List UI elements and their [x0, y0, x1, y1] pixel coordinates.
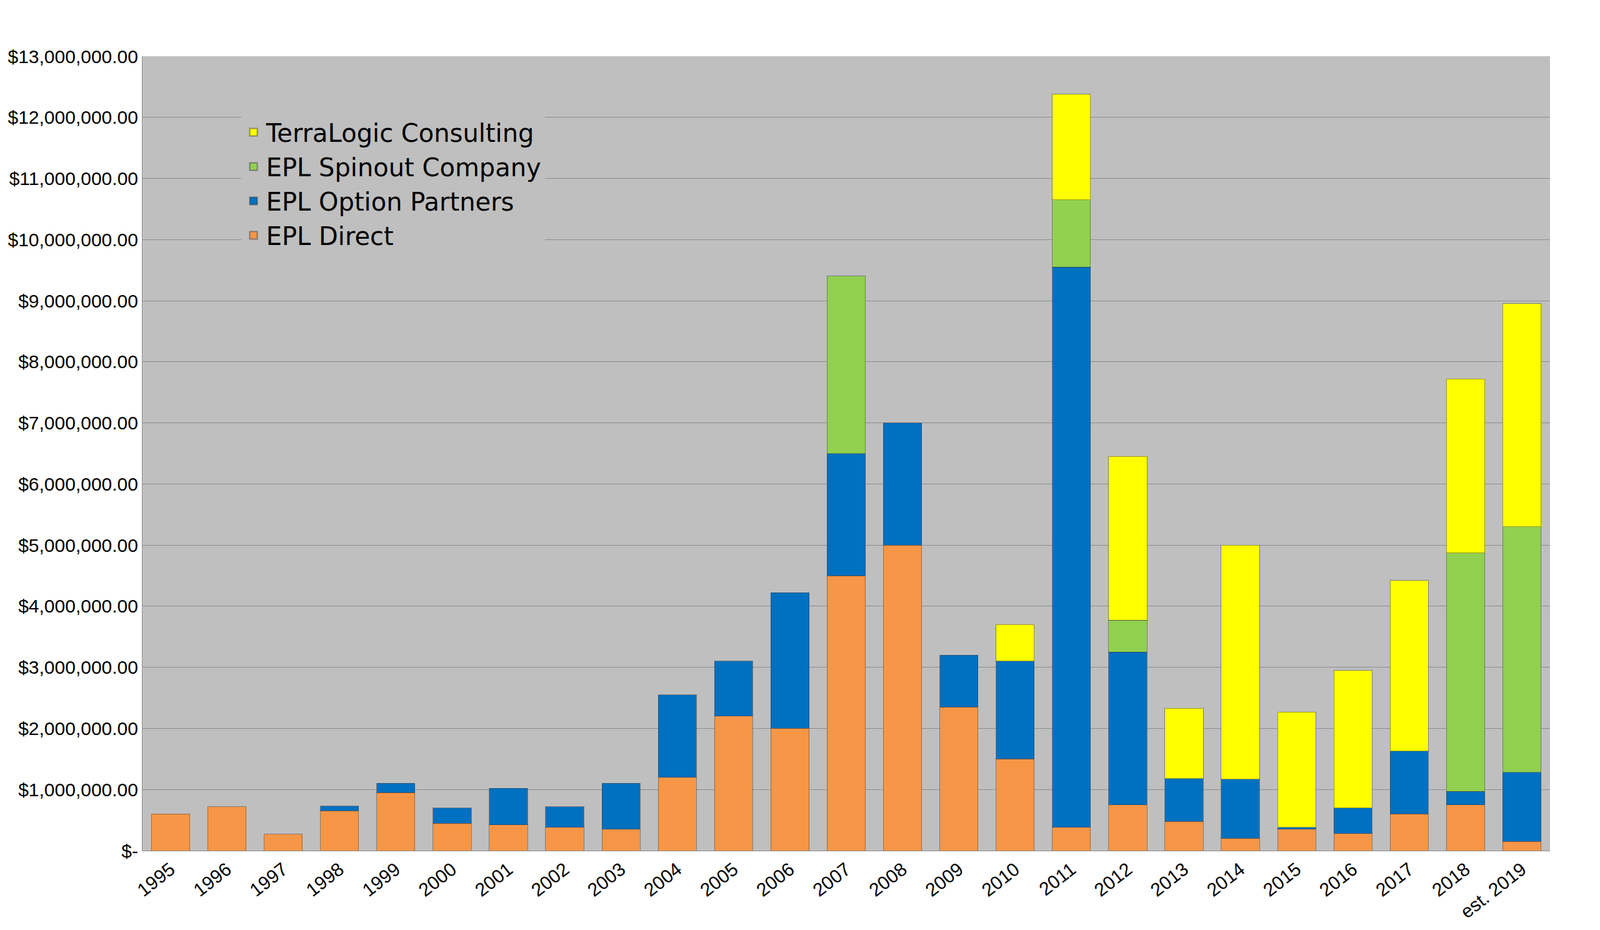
- svg-text:2014: 2014: [1203, 858, 1249, 901]
- svg-text:2018: 2018: [1428, 858, 1474, 901]
- svg-text:$1,000,000.00: $1,000,000.00: [18, 779, 139, 800]
- svg-text:EPL Direct: EPL Direct: [266, 221, 394, 251]
- svg-text:$7,000,000.00: $7,000,000.00: [18, 412, 139, 434]
- svg-text:2000: 2000: [414, 858, 460, 901]
- svg-text:2007: 2007: [808, 858, 855, 901]
- svg-text:$6,000,000.00: $6,000,000.00: [18, 473, 139, 495]
- svg-text:$13,000,000.00: $13,000,000.00: [7, 46, 139, 67]
- svg-text:1997: 1997: [245, 858, 292, 901]
- svg-text:2005: 2005: [696, 858, 742, 901]
- svg-text:EPL Spinout Company: EPL Spinout Company: [266, 153, 542, 182]
- svg-text:TerraLogic Consulting: TerraLogic Consulting: [265, 118, 535, 148]
- svg-text:2001: 2001: [471, 858, 517, 901]
- svg-text:2016: 2016: [1315, 858, 1362, 901]
- svg-text:$11,000,000.00: $11,000,000.00: [9, 168, 139, 189]
- svg-text:$10,000,000.00: $10,000,000.00: [7, 229, 139, 250]
- svg-text:$9,000,000.00: $9,000,000.00: [18, 290, 139, 312]
- svg-text:2011: 2011: [1035, 858, 1080, 900]
- svg-text:1996: 1996: [189, 858, 235, 901]
- svg-text:2017: 2017: [1371, 858, 1418, 901]
- svg-text:2002: 2002: [527, 858, 574, 901]
- svg-text:$5,000,000.00: $5,000,000.00: [18, 535, 139, 556]
- svg-text:$3,000,000.00: $3,000,000.00: [18, 656, 139, 678]
- svg-text:1999: 1999: [358, 858, 404, 901]
- svg-text:est. 2019: est. 2019: [1456, 858, 1530, 923]
- svg-text:$-: $-: [121, 840, 139, 862]
- svg-text:2012: 2012: [1090, 858, 1136, 901]
- svg-text:1995: 1995: [133, 858, 179, 901]
- svg-text:1998: 1998: [301, 858, 348, 901]
- svg-text:2009: 2009: [921, 858, 967, 901]
- svg-text:$12,000,000.00: $12,000,000.00: [7, 106, 139, 128]
- svg-text:$8,000,000.00: $8,000,000.00: [18, 351, 139, 372]
- svg-text:$4,000,000.00: $4,000,000.00: [18, 595, 139, 617]
- svg-text:2003: 2003: [583, 858, 630, 901]
- svg-text:2013: 2013: [1146, 858, 1192, 901]
- svg-text:2008: 2008: [865, 858, 911, 901]
- svg-text:2015: 2015: [1259, 858, 1305, 901]
- svg-text:2004: 2004: [640, 858, 686, 901]
- svg-text:2006: 2006: [752, 858, 799, 901]
- svg-text:$2,000,000.00: $2,000,000.00: [18, 718, 139, 739]
- svg-text:EPL Option Partners: EPL Option Partners: [266, 187, 515, 217]
- svg-text:2010: 2010: [977, 858, 1024, 901]
